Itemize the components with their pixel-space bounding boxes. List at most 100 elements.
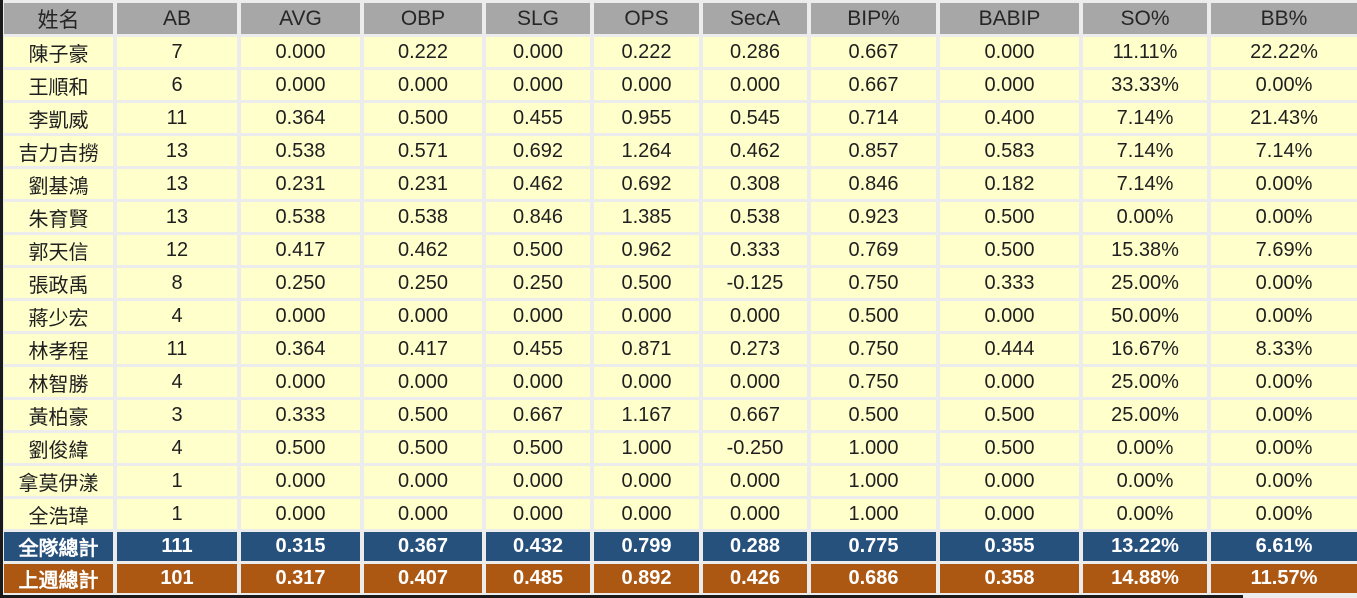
cell-avg[interactable]: 0.000 <box>241 70 360 100</box>
cell-name[interactable]: 吉力吉撈 <box>4 136 113 166</box>
cell-slg[interactable]: 0.250 <box>486 268 590 298</box>
header-bb_pct[interactable]: BB% <box>1211 3 1357 34</box>
cell-obp[interactable]: 0.417 <box>364 334 482 364</box>
cell-ab[interactable]: 4 <box>117 433 237 463</box>
cell-seca[interactable]: 0.538 <box>703 202 807 232</box>
summary-cell-bb_pct[interactable]: 6.61% <box>1211 532 1357 561</box>
cell-so_pct[interactable]: 33.33% <box>1083 70 1207 100</box>
cell-babip[interactable]: 0.000 <box>940 70 1079 100</box>
cell-bip_pct[interactable]: 0.500 <box>811 301 936 331</box>
cell-bip_pct[interactable]: 0.857 <box>811 136 936 166</box>
cell-ab[interactable]: 8 <box>117 268 237 298</box>
header-babip[interactable]: BABIP <box>940 3 1079 34</box>
cell-so_pct[interactable]: 7.14% <box>1083 136 1207 166</box>
cell-avg[interactable]: 0.000 <box>241 466 360 496</box>
summary-cell-slg[interactable]: 0.485 <box>486 564 590 593</box>
cell-bb_pct[interactable]: 22.22% <box>1211 37 1357 67</box>
cell-slg[interactable]: 0.000 <box>486 70 590 100</box>
cell-bb_pct[interactable]: 0.00% <box>1211 301 1357 331</box>
header-obp[interactable]: OBP <box>364 3 482 34</box>
cell-ab[interactable]: 4 <box>117 301 237 331</box>
cell-avg[interactable]: 0.538 <box>241 136 360 166</box>
summary-cell-bb_pct[interactable]: 11.57% <box>1211 564 1357 593</box>
cell-bb_pct[interactable]: 7.69% <box>1211 235 1357 265</box>
cell-seca[interactable]: 0.333 <box>703 235 807 265</box>
cell-bip_pct[interactable]: 1.000 <box>811 499 936 529</box>
cell-seca[interactable]: 0.462 <box>703 136 807 166</box>
cell-name[interactable]: 林孝程 <box>4 334 113 364</box>
cell-seca[interactable]: 0.000 <box>703 499 807 529</box>
cell-ops[interactable]: 0.000 <box>594 301 699 331</box>
cell-ab[interactable]: 1 <box>117 499 237 529</box>
cell-bip_pct[interactable]: 1.000 <box>811 466 936 496</box>
cell-seca[interactable]: 0.000 <box>703 301 807 331</box>
cell-name[interactable]: 李凱威 <box>4 103 113 133</box>
cell-name[interactable]: 郭天信 <box>4 235 113 265</box>
cell-so_pct[interactable]: 16.67% <box>1083 334 1207 364</box>
cell-avg[interactable]: 0.000 <box>241 301 360 331</box>
cell-so_pct[interactable]: 7.14% <box>1083 169 1207 199</box>
cell-ab[interactable]: 12 <box>117 235 237 265</box>
cell-bb_pct[interactable]: 0.00% <box>1211 433 1357 463</box>
header-ops[interactable]: OPS <box>594 3 699 34</box>
cell-bip_pct[interactable]: 0.846 <box>811 169 936 199</box>
cell-avg[interactable]: 0.538 <box>241 202 360 232</box>
cell-bb_pct[interactable]: 0.00% <box>1211 367 1357 397</box>
cell-babip[interactable]: 0.182 <box>940 169 1079 199</box>
cell-slg[interactable]: 0.455 <box>486 103 590 133</box>
summary-label-lastweek-total[interactable]: 上週總計 <box>4 564 113 593</box>
cell-seca[interactable]: 0.286 <box>703 37 807 67</box>
cell-ops[interactable]: 1.385 <box>594 202 699 232</box>
cell-seca[interactable]: 0.545 <box>703 103 807 133</box>
cell-so_pct[interactable]: 25.00% <box>1083 400 1207 430</box>
cell-ops[interactable]: 0.692 <box>594 169 699 199</box>
cell-ops[interactable]: 0.871 <box>594 334 699 364</box>
cell-avg[interactable]: 0.000 <box>241 499 360 529</box>
cell-bb_pct[interactable]: 0.00% <box>1211 169 1357 199</box>
cell-name[interactable]: 劉基鴻 <box>4 169 113 199</box>
cell-babip[interactable]: 0.583 <box>940 136 1079 166</box>
cell-so_pct[interactable]: 7.14% <box>1083 103 1207 133</box>
cell-seca[interactable]: 0.308 <box>703 169 807 199</box>
cell-so_pct[interactable]: 50.00% <box>1083 301 1207 331</box>
cell-obp[interactable]: 0.571 <box>364 136 482 166</box>
cell-avg[interactable]: 0.000 <box>241 37 360 67</box>
cell-bip_pct[interactable]: 0.750 <box>811 268 936 298</box>
summary-cell-seca[interactable]: 0.288 <box>703 532 807 561</box>
cell-babip[interactable]: 0.000 <box>940 367 1079 397</box>
cell-bb_pct[interactable]: 7.14% <box>1211 136 1357 166</box>
cell-name[interactable]: 王順和 <box>4 70 113 100</box>
header-seca[interactable]: SecA <box>703 3 807 34</box>
cell-seca[interactable]: 0.000 <box>703 70 807 100</box>
summary-cell-bip_pct[interactable]: 0.775 <box>811 532 936 561</box>
cell-bip_pct[interactable]: 0.923 <box>811 202 936 232</box>
cell-babip[interactable]: 0.500 <box>940 202 1079 232</box>
cell-ab[interactable]: 11 <box>117 334 237 364</box>
cell-ops[interactable]: 0.000 <box>594 367 699 397</box>
cell-bip_pct[interactable]: 0.769 <box>811 235 936 265</box>
cell-slg[interactable]: 0.000 <box>486 499 590 529</box>
cell-obp[interactable]: 0.500 <box>364 103 482 133</box>
cell-ops[interactable]: 0.500 <box>594 268 699 298</box>
cell-so_pct[interactable]: 11.11% <box>1083 37 1207 67</box>
cell-slg[interactable]: 0.000 <box>486 466 590 496</box>
cell-slg[interactable]: 0.462 <box>486 169 590 199</box>
cell-seca[interactable]: 0.000 <box>703 367 807 397</box>
cell-name[interactable]: 林智勝 <box>4 367 113 397</box>
cell-obp[interactable]: 0.462 <box>364 235 482 265</box>
cell-name[interactable]: 全浩瑋 <box>4 499 113 529</box>
cell-babip[interactable]: 0.400 <box>940 103 1079 133</box>
cell-name[interactable]: 朱育賢 <box>4 202 113 232</box>
cell-seca[interactable]: -0.250 <box>703 433 807 463</box>
cell-so_pct[interactable]: 25.00% <box>1083 367 1207 397</box>
cell-so_pct[interactable]: 0.00% <box>1083 202 1207 232</box>
cell-bip_pct[interactable]: 1.000 <box>811 433 936 463</box>
cell-bip_pct[interactable]: 0.750 <box>811 367 936 397</box>
summary-cell-ab[interactable]: 111 <box>117 532 237 561</box>
cell-obp[interactable]: 0.000 <box>364 301 482 331</box>
cell-ab[interactable]: 7 <box>117 37 237 67</box>
header-bip_pct[interactable]: BIP% <box>811 3 936 34</box>
cell-ops[interactable]: 0.000 <box>594 466 699 496</box>
summary-cell-babip[interactable]: 0.355 <box>940 532 1079 561</box>
cell-babip[interactable]: 0.000 <box>940 37 1079 67</box>
